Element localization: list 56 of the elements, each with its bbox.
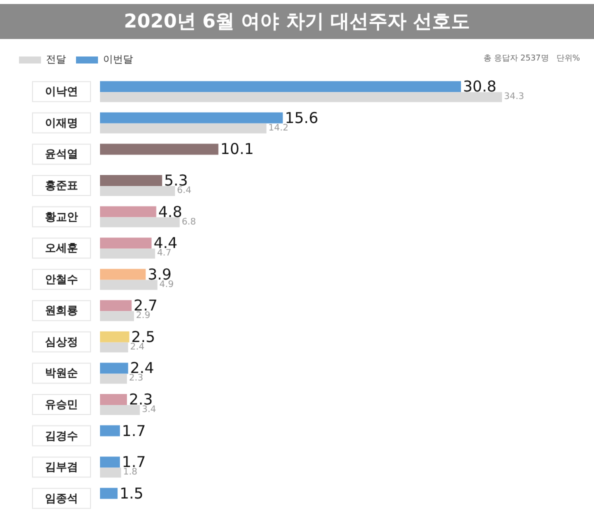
y-tick-label: 김부겸 (45, 460, 78, 474)
bar (100, 362, 128, 374)
chart-title: 2020년 6월 여야 차기 대선주자 선호도 (124, 10, 470, 32)
y-tick-label: 윤석열 (45, 148, 78, 161)
bar (100, 92, 502, 102)
data-label: 4.7 (157, 248, 172, 259)
y-tick-label: 오세훈 (45, 242, 78, 255)
bar (100, 300, 132, 312)
bar (100, 425, 120, 436)
data-label: 14.2 (268, 123, 288, 134)
bar (100, 456, 120, 468)
data-label: 2.9 (136, 311, 151, 322)
data-label: 1.5 (120, 484, 144, 502)
bar (100, 468, 122, 478)
data-label: 6.8 (182, 217, 196, 228)
data-label: 1.7 (122, 422, 146, 440)
data-label: 2.3 (128, 374, 144, 384)
bar (100, 405, 140, 415)
bar (100, 342, 128, 352)
bar (100, 175, 162, 186)
y-tick-label: 이낙연 (45, 85, 78, 98)
bar (100, 81, 461, 92)
y-tick-label: 심상정 (45, 335, 78, 348)
y-tick-label: 안철수 (45, 272, 78, 286)
bar (100, 144, 218, 155)
bar (100, 186, 176, 196)
bar (100, 331, 130, 342)
y-tick-label: 원희룡 (45, 304, 78, 318)
bar (100, 238, 152, 249)
bar (100, 248, 156, 259)
bar (100, 206, 156, 218)
y-tick-label: 박원순 (45, 366, 78, 380)
y-tick-label: 홍준표 (45, 179, 78, 192)
bar (100, 280, 158, 290)
bar (100, 268, 146, 280)
data-label: 10.1 (220, 140, 254, 158)
data-label: 4.8 (158, 202, 182, 221)
bar (100, 123, 266, 134)
bar (100, 374, 127, 384)
y-tick-label: 임종석 (45, 492, 78, 505)
y-tick-label: 유승민 (45, 398, 78, 411)
bar (100, 311, 134, 322)
legend-label: 이번달 (103, 54, 133, 66)
bar (100, 112, 283, 124)
data-label: 2.4 (130, 342, 145, 352)
y-tick-label: 이재명 (45, 116, 78, 130)
legend-label: 전달 (46, 54, 66, 66)
data-label: 34.3 (504, 92, 524, 102)
y-tick-label: 황교안 (45, 210, 78, 224)
bar (100, 488, 118, 499)
bar (100, 217, 180, 228)
bar (100, 394, 127, 405)
data-label: 30.8 (462, 78, 496, 96)
y-tick-label: 김경수 (45, 429, 78, 442)
data-label: 1.8 (123, 468, 138, 478)
text: 총 응답자 2537명 단위% (483, 54, 580, 62)
